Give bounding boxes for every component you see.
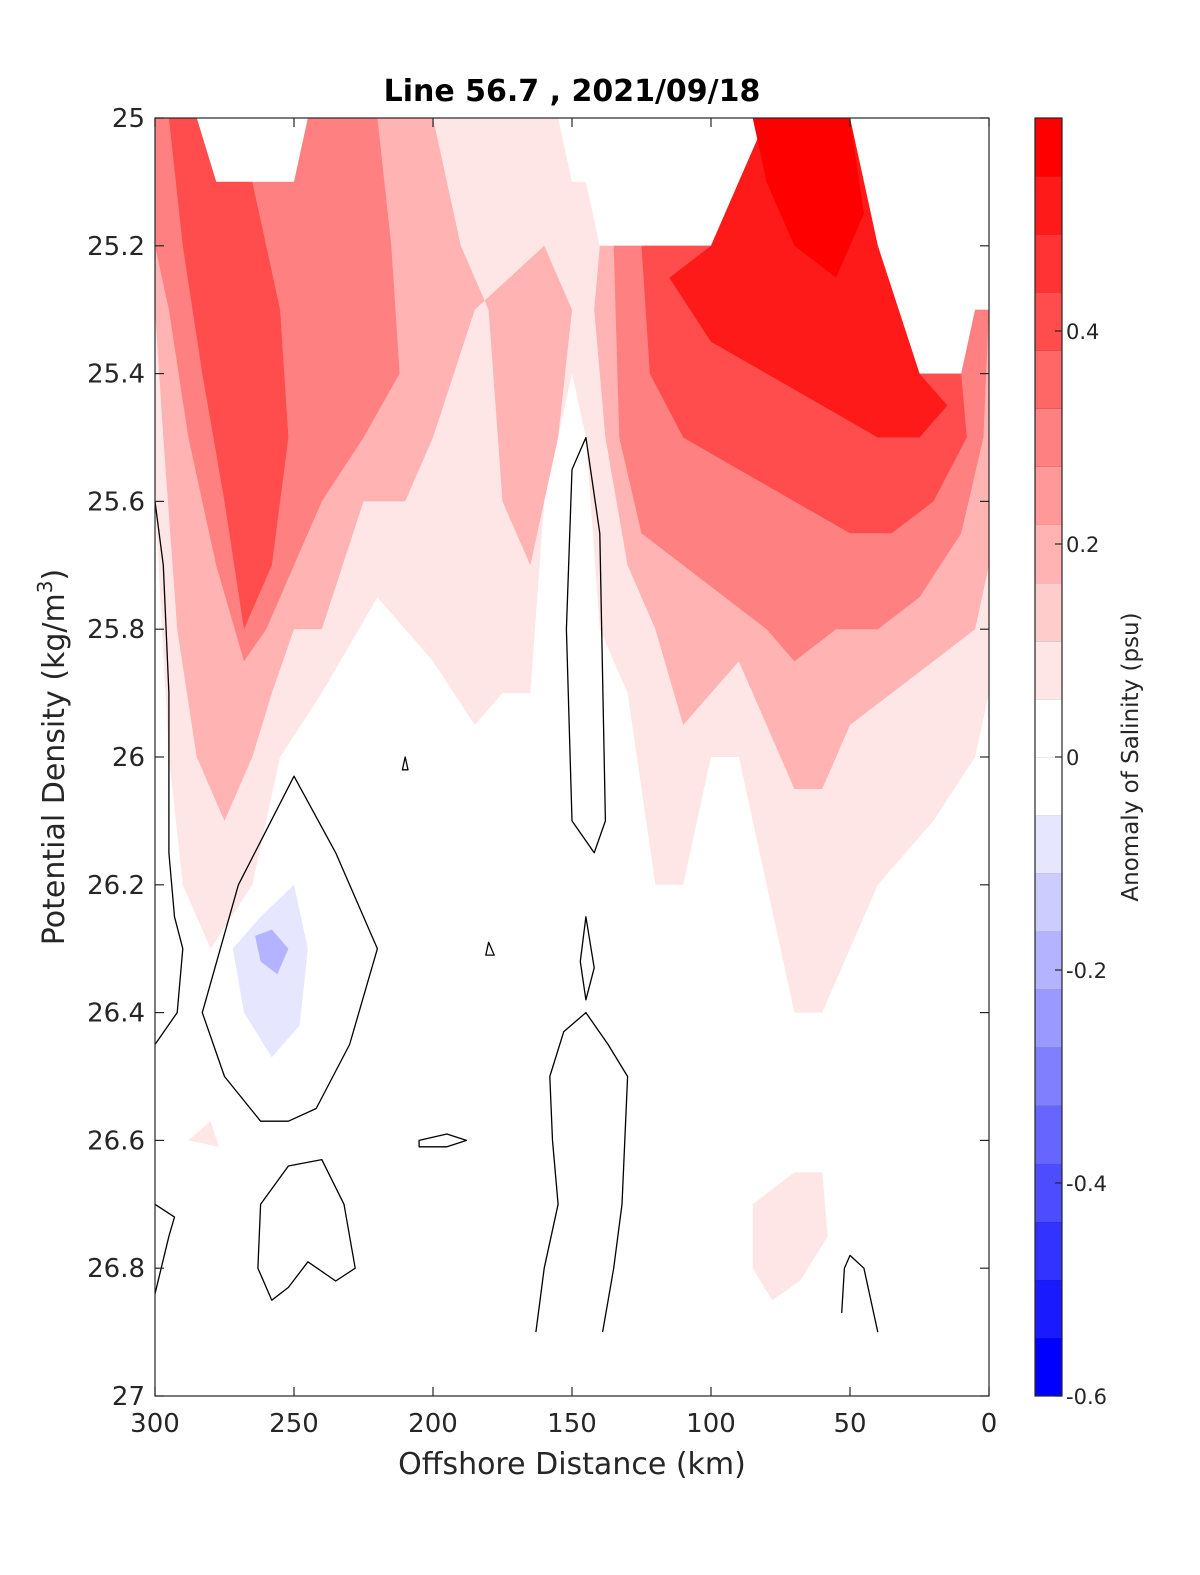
y-axis-label-main: Potential Density (kg/m — [37, 593, 72, 945]
colorbar-cell — [1035, 1047, 1062, 1106]
x-tick-label: 0 — [981, 1409, 998, 1439]
x-axis-label: Offshore Distance (km) — [398, 1447, 746, 1482]
colorbar-cell — [1035, 640, 1062, 700]
zero-contour-5 — [485, 941, 495, 956]
colorbar-cell — [1035, 931, 1062, 990]
y-tick-label: 26.8 — [87, 1254, 145, 1284]
colorbar-cell — [1035, 524, 1062, 584]
region-deep-patch-west — [188, 1121, 219, 1147]
x-axis-ticks: 300 250 200 150 100 50 0 — [130, 118, 997, 1439]
colorbar-tick-label: -0.4 — [1066, 1172, 1107, 1196]
chart-title: Line 56.7 , 2021/09/18 — [384, 74, 761, 109]
colorbar-tick-label: 0.4 — [1066, 320, 1099, 344]
y-tick-label: 26.4 — [87, 999, 145, 1029]
y-tick-label: 25.4 — [87, 360, 145, 390]
x-tick-label: 150 — [547, 1409, 597, 1439]
colorbar: 0.4 0.2 0 -0.2 -0.4 -0.6 Anomaly of Salinity … — [1034, 117, 1144, 1409]
y-axis-label-superscript: 3 — [33, 580, 57, 593]
y-axis-label: Potential Density (kg/m3) — [33, 569, 72, 945]
region-negative-patch — [232, 884, 308, 1058]
filled-contours — [155, 118, 989, 1301]
zero-contour-1 — [154, 501, 184, 1045]
zero-contour-8 — [418, 1133, 468, 1148]
y-tick-label: 25.6 — [87, 487, 145, 517]
y-tick-label: 25 — [112, 104, 145, 134]
colorbar-cell — [1035, 873, 1062, 932]
colorbar-cells — [1035, 117, 1062, 1397]
colorbar-cell — [1035, 1337, 1062, 1397]
colorbar-tick-label: -0.6 — [1066, 1385, 1107, 1409]
y-axis-label-end: ) — [37, 569, 72, 581]
zero-contour-2 — [201, 775, 379, 1122]
colorbar-cell — [1035, 350, 1062, 409]
colorbar-cell — [1035, 815, 1062, 874]
region-nearshore-0p5 — [669, 118, 948, 438]
colorbar-cell — [1035, 1105, 1062, 1164]
colorbar-tick-label: -0.2 — [1066, 959, 1107, 983]
colorbar-cell — [1035, 118, 1062, 177]
zero-contour-7 — [535, 1011, 629, 1333]
y-tick-label: 25.8 — [87, 615, 145, 645]
y-tick-label: 27 — [112, 1382, 145, 1412]
colorbar-cell — [1035, 582, 1062, 642]
colorbar-cell — [1035, 757, 1062, 816]
colorbar-cell — [1035, 1279, 1062, 1339]
zero-contour-4 — [401, 756, 409, 771]
x-tick-label: 100 — [686, 1409, 736, 1439]
y-axis-ticks: 25 25.2 25.4 25.6 25.8 26 26.2 26.4 26.6 26.8 27 — [87, 104, 989, 1412]
colorbar-cell — [1035, 1221, 1062, 1281]
colorbar-cell — [1035, 176, 1062, 235]
y-tick-label: 25.2 — [87, 232, 145, 262]
y-tick-label: 26.6 — [87, 1126, 145, 1156]
zero-contour-9 — [257, 1158, 356, 1301]
x-tick-label: 50 — [833, 1409, 866, 1439]
colorbar-tick-label: 0 — [1066, 746, 1079, 770]
colorbar-cell — [1035, 1163, 1062, 1223]
colorbar-cell — [1035, 698, 1062, 758]
colorbar-cell — [1035, 466, 1062, 525]
zero-contour-3 — [565, 436, 607, 854]
colorbar-ticks: 0.4 0.2 0 -0.2 -0.4 -0.6 — [1055, 320, 1107, 1409]
zero-contour-6 — [579, 916, 595, 1001]
y-tick-label: 26 — [112, 743, 145, 773]
colorbar-label: Anomaly of Salinity (psu) — [1118, 612, 1144, 901]
y-tick-label: 26.2 — [87, 871, 145, 901]
region-negative-core — [255, 929, 289, 975]
region-deep-patch-east — [752, 1172, 828, 1301]
plot-area: 300 250 200 150 100 50 0 2525.225.425.625.8262… — [87, 104, 997, 1439]
x-tick-label: 200 — [408, 1409, 458, 1439]
zero-contour-11 — [841, 1254, 879, 1333]
x-tick-label: 250 — [269, 1409, 319, 1439]
region-nearshore-core-0p6 — [752, 118, 864, 278]
colorbar-cell — [1035, 292, 1062, 351]
colorbar-cell — [1035, 408, 1062, 467]
colorbar-tick-label: 0.2 — [1066, 533, 1099, 557]
colorbar-cell — [1035, 234, 1062, 293]
region-offshore-core-0p4 — [168, 118, 289, 630]
colorbar-cell — [1035, 989, 1062, 1048]
zero-contour-lines — [154, 436, 879, 1333]
x-tick-label: 300 — [130, 1409, 180, 1439]
zero-contour-10 — [154, 1203, 176, 1294]
